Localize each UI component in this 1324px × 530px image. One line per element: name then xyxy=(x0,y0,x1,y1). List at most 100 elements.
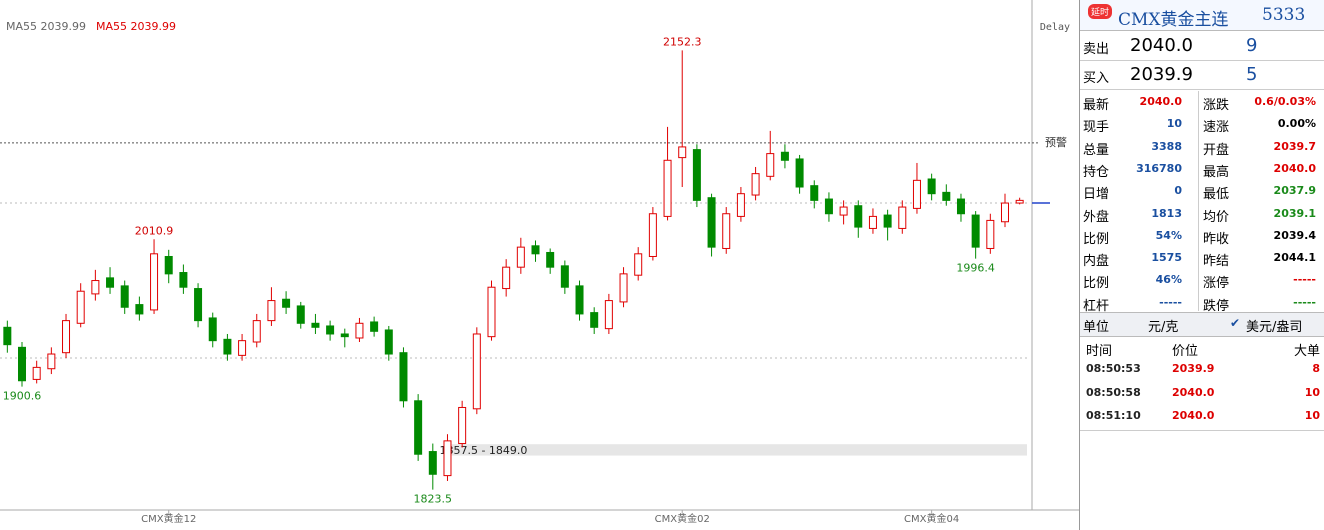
candle-body xyxy=(32,366,41,380)
alert-label: 预警 xyxy=(1045,135,1067,149)
candle-body xyxy=(619,273,628,303)
candle-body xyxy=(502,266,511,290)
background xyxy=(0,0,1079,530)
stat-label: 昨收 xyxy=(1203,231,1230,247)
candle-body xyxy=(575,285,584,315)
stat-label: 现手 xyxy=(1083,120,1110,136)
quote-row: 卖出 2040.0 9 xyxy=(1080,32,1324,61)
trade-row: 08:50:58 2040.0 10 xyxy=(1080,383,1324,405)
candle-body xyxy=(340,333,349,338)
candle-body xyxy=(370,321,379,332)
trade-volume: 8 xyxy=(1312,362,1320,375)
stat-value: 2039.1 xyxy=(1273,206,1316,220)
candle-body xyxy=(194,288,203,322)
candle-body xyxy=(296,305,305,324)
candle-body xyxy=(868,215,877,229)
unit-option: 美元/盎司 xyxy=(1246,320,1303,335)
legend-item: MA55 2039.99 xyxy=(6,20,86,33)
candle-body xyxy=(927,178,936,195)
candle-body xyxy=(355,322,364,339)
candle-body xyxy=(648,213,657,257)
unit-label: 单位 xyxy=(1083,320,1110,335)
stat-value: 1575 xyxy=(1151,251,1182,265)
stat-value: 2037.9 xyxy=(1273,184,1316,198)
stat-label: 比例 xyxy=(1083,276,1110,292)
candle-body xyxy=(487,286,496,338)
price-zone xyxy=(443,444,1027,456)
candle-body xyxy=(986,219,995,249)
quote-price: 2039.9 xyxy=(1130,64,1193,85)
candle-body xyxy=(854,205,863,228)
stat-label: 速涨 xyxy=(1203,120,1230,136)
extreme-label: 2010.9 xyxy=(135,224,174,237)
candle-body xyxy=(208,317,217,342)
candle-body xyxy=(282,298,291,308)
trade-volume: 10 xyxy=(1304,385,1320,399)
candle-body xyxy=(76,290,85,324)
candle-body xyxy=(898,206,907,229)
stat-label: 比例 xyxy=(1083,231,1110,247)
stat-value: 2039.7 xyxy=(1273,139,1316,153)
stat-label: 均价 xyxy=(1203,209,1230,225)
candle-body xyxy=(164,255,173,275)
candle-body xyxy=(106,277,115,288)
x-tick-label: CMX黄金02 xyxy=(655,512,710,525)
trade-time: 08:51:10 xyxy=(1086,409,1141,422)
stat-value: 2039.4 xyxy=(1273,228,1316,242)
trade-price: 2040.0 xyxy=(1172,385,1215,399)
candle-body xyxy=(692,149,701,201)
stat-label: 日增 xyxy=(1083,187,1110,203)
stat-value: ----- xyxy=(1293,295,1316,309)
unit-option: 元/克 xyxy=(1148,320,1179,335)
stat-row: 现手 10 速涨 0.00% xyxy=(1080,113,1324,135)
candle-body xyxy=(824,198,833,215)
candle-body xyxy=(560,265,569,288)
candle-body xyxy=(414,400,423,455)
candle-body xyxy=(47,353,56,370)
trade-price: 2040.0 xyxy=(1172,409,1215,422)
extreme-label: 2152.3 xyxy=(663,35,702,48)
candle-body xyxy=(91,280,100,295)
legend-item: MA55 2039.99 xyxy=(96,20,176,33)
quote-label: 买入 xyxy=(1083,71,1110,86)
candle-body xyxy=(223,338,232,355)
stat-value: 0 xyxy=(1174,184,1182,198)
candle-body xyxy=(912,179,921,209)
candle-body xyxy=(267,300,276,322)
instrument-code: 5333 xyxy=(1262,5,1306,25)
delay-label: Delay xyxy=(1040,22,1070,33)
stat-value: 10 xyxy=(1166,117,1182,131)
candle-body xyxy=(252,320,261,343)
candle-body xyxy=(883,214,892,228)
panel-header: 延时 CMX黄金主连 5333 xyxy=(1080,0,1324,31)
extreme-label: 1823.5 xyxy=(414,493,453,506)
stat-label: 持仓 xyxy=(1083,164,1110,180)
stat-label: 外盘 xyxy=(1083,209,1110,225)
stat-row: 比例 46% 涨停 ----- xyxy=(1080,269,1324,291)
stat-value: 2040.0 xyxy=(1139,95,1182,108)
stat-value: 0.6/0.03% xyxy=(1254,95,1316,108)
candle-body xyxy=(590,312,599,328)
stat-value: 1813 xyxy=(1151,206,1182,220)
candle-body xyxy=(238,340,247,356)
stat-row: 比例 54% 昨收 2039.4 xyxy=(1080,225,1324,247)
candle-body xyxy=(326,325,335,335)
candle-body xyxy=(1000,202,1009,223)
quote-row: 买入 2039.9 5 xyxy=(1080,61,1324,90)
stat-value: ----- xyxy=(1293,273,1316,287)
stat-row: 日增 0 最低 2037.9 xyxy=(1080,180,1324,202)
candle-body xyxy=(531,245,540,255)
candle-body xyxy=(384,329,393,355)
stat-label: 最低 xyxy=(1203,187,1230,203)
candle-body xyxy=(634,253,643,276)
stat-row: 内盘 1575 昨结 2044.1 xyxy=(1080,247,1324,269)
unit-row: 单位 元/克 ✔ 美元/盎司 xyxy=(1080,312,1324,337)
candle-body xyxy=(942,191,951,201)
trade-price: 2039.9 xyxy=(1172,362,1215,375)
candle-body xyxy=(472,333,481,410)
candle-body xyxy=(736,193,745,217)
candle-body xyxy=(120,285,129,308)
candle-body xyxy=(956,198,965,215)
quote-panel: 延时 CMX黄金主连 5333 卖出 2040.0 9 买入 2039.9 5 最新 2040.0 涨… xyxy=(1079,0,1324,530)
candle-body xyxy=(311,322,320,328)
